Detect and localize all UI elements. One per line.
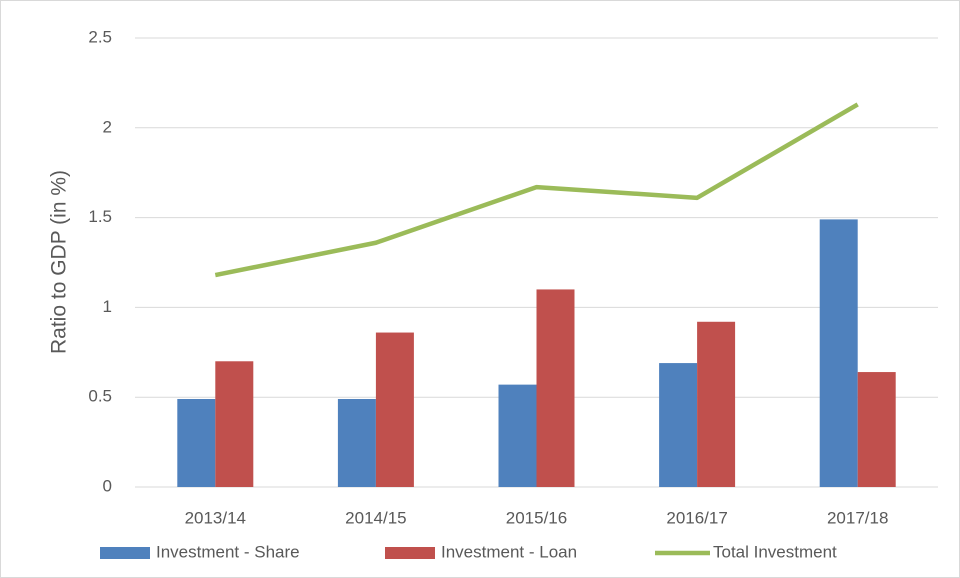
x-tick-label: 2017/18 (827, 508, 888, 527)
bar (819, 219, 858, 487)
bar (536, 289, 575, 487)
bar (697, 321, 736, 487)
bar (215, 361, 254, 487)
bar (857, 372, 896, 487)
y-tick-label: 1 (103, 297, 112, 316)
y-tick-label: 2 (103, 117, 112, 136)
legend-label: Investment - Loan (441, 542, 577, 561)
y-tick-label: 0.5 (88, 387, 112, 406)
bar (498, 384, 537, 487)
bar (337, 398, 376, 487)
line-series (214, 102, 859, 278)
y-axis-label: Ratio to GDP (in %) (48, 170, 71, 354)
bar (177, 398, 216, 487)
legend-swatch (385, 547, 435, 559)
legend-swatch (100, 547, 150, 559)
legend-label: Investment - Share (156, 542, 300, 561)
bar (375, 332, 414, 487)
legend-label: Total Investment (713, 542, 837, 561)
bar (659, 363, 698, 487)
y-tick-label: 2.5 (88, 27, 112, 46)
x-tick-label: 2016/17 (666, 508, 727, 527)
y-tick-label: 1.5 (88, 207, 112, 226)
x-tick-label: 2015/16 (506, 508, 567, 527)
y-tick-label: 0 (103, 476, 112, 495)
x-tick-label: 2013/14 (185, 508, 246, 527)
x-tick-label: 2014/15 (345, 508, 406, 527)
